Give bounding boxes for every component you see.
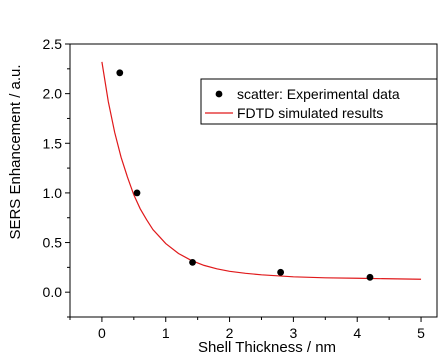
x-tick-label: 0 <box>98 325 106 341</box>
plot-frame <box>69 43 438 318</box>
y-tick-label: 2.0 <box>43 86 63 102</box>
legend-label-fdtd: FDTD simulated results <box>237 105 383 121</box>
experimental-point <box>133 189 141 197</box>
x-axis-title: Shell Thickness / nm <box>198 339 336 356</box>
experimental-point <box>366 273 374 281</box>
legend-marker-experimental <box>215 90 223 98</box>
y-tick-label: 1.5 <box>43 135 63 151</box>
legend-box <box>200 78 438 125</box>
y-axis-ticks: 0.0 0.5 1.0 1.5 2.0 2.5 <box>43 36 70 318</box>
y-tick-label: 0.5 <box>43 235 63 251</box>
legend: scatter: Experimental data FDTD simulate… <box>200 78 438 125</box>
fdtd-curve <box>101 61 422 280</box>
legend-label-experimental: scatter: Experimental data <box>237 86 400 102</box>
x-tick-label: 3 <box>289 325 297 341</box>
y-tick-label: 1.0 <box>43 185 63 201</box>
y-tick-label: 2.5 <box>43 36 63 52</box>
y-tick-label: 0.0 <box>43 284 63 300</box>
x-tick-label: 5 <box>417 325 425 341</box>
x-tick-label: 2 <box>226 325 234 341</box>
experimental-point <box>116 69 124 77</box>
x-tick-label: 1 <box>162 325 170 341</box>
fdtd-curve-layer <box>101 61 422 280</box>
plot-border <box>69 43 438 318</box>
x-tick-label: 4 <box>353 325 361 341</box>
experimental-point <box>189 259 196 266</box>
experimental-points-layer <box>116 69 374 281</box>
experimental-point <box>277 268 285 276</box>
y-axis-title: SERS Enhancement / a.u. <box>7 64 24 239</box>
x-axis-ticks: 0 1 2 3 4 5 <box>69 317 425 341</box>
